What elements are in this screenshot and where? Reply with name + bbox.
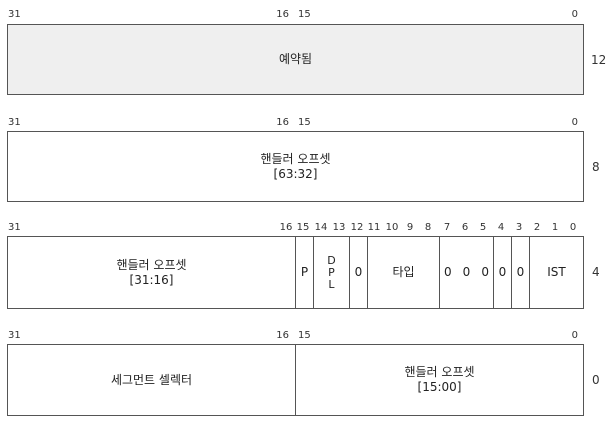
descriptor-dword-0: 세그먼트 셀렉터 핸들러 오프셋 [15:00] <box>7 344 584 416</box>
ist-field: IST <box>529 237 583 308</box>
bit-label-14: 14 <box>315 222 328 234</box>
bit-label-15: 15 <box>298 330 311 342</box>
bit-label-6: 6 <box>462 222 468 234</box>
handler-offset-label: 핸들러 오프셋 <box>116 258 186 273</box>
bit-label-9: 9 <box>407 222 413 234</box>
zero-bit-5: 0 <box>481 265 489 280</box>
handler-offset-63-32-field: 핸들러 오프셋 [63:32] <box>7 131 584 202</box>
descriptor-dword-4: 핸들러 오프셋 [31:16] P D P L 0 타입 0 0 0 0 0 I… <box>7 236 584 309</box>
handler-offset-range: [15:00] <box>404 380 474 395</box>
zero-bit-6: 0 <box>463 265 471 280</box>
bit-label-31: 31 <box>8 222 21 234</box>
bit-label-10: 10 <box>386 222 399 234</box>
bit-label-16: 16 <box>276 330 289 342</box>
bit-label-31: 31 <box>8 117 21 129</box>
dpl-letter-d: D <box>327 255 335 267</box>
bit-label-16: 16 <box>276 9 289 21</box>
bit-label-0: 0 <box>572 9 578 21</box>
byte-offset-0: 0 <box>592 373 600 387</box>
bit-label-2: 2 <box>534 222 540 234</box>
zero-bits-7-5-field: 0 0 0 <box>439 237 493 308</box>
bit-label-16: 16 <box>276 117 289 129</box>
handler-offset-label: 핸들러 오프셋 <box>260 152 330 167</box>
bit-label-31: 31 <box>8 330 21 342</box>
byte-offset-12: 12 <box>591 53 606 67</box>
bit-label-7: 7 <box>444 222 450 234</box>
segment-selector-field: 세그먼트 셀렉터 <box>8 345 295 415</box>
bit-label-1: 1 <box>552 222 558 234</box>
zero-bit-12-field: 0 <box>349 237 367 308</box>
dpl-letter-l: L <box>328 279 334 291</box>
bit-label-0: 0 <box>572 117 578 129</box>
bit-label-16: 16 <box>280 222 293 234</box>
bit-label-5: 5 <box>480 222 486 234</box>
dpl-letter-p: P <box>328 267 335 279</box>
zero-bit-7: 0 <box>444 265 452 280</box>
bit-label-15: 15 <box>298 117 311 129</box>
zero-bit-3-field: 0 <box>511 237 529 308</box>
byte-offset-8: 8 <box>592 160 600 174</box>
handler-offset-range: [31:16] <box>116 273 186 288</box>
handler-offset-range: [63:32] <box>260 167 330 182</box>
handler-offset-label: 핸들러 오프셋 <box>404 365 474 380</box>
handler-offset-15-00-field: 핸들러 오프셋 [15:00] <box>295 345 583 415</box>
zero-bit-4-field: 0 <box>493 237 511 308</box>
bit-label-11: 11 <box>368 222 381 234</box>
bit-label-15: 15 <box>297 222 310 234</box>
reserved-field: 예약됨 <box>7 24 584 95</box>
handler-offset-31-16-field: 핸들러 오프셋 [31:16] <box>8 237 295 308</box>
bit-label-0: 0 <box>570 222 576 234</box>
bit-label-13: 13 <box>333 222 346 234</box>
bit-label-3: 3 <box>516 222 522 234</box>
bit-label-15: 15 <box>298 9 311 21</box>
type-field: 타입 <box>367 237 439 308</box>
bit-label-12: 12 <box>351 222 364 234</box>
bit-label-8: 8 <box>425 222 431 234</box>
bit-label-4: 4 <box>498 222 504 234</box>
byte-offset-4: 4 <box>592 265 600 279</box>
present-bit-field: P <box>295 237 313 308</box>
dpl-field: D P L <box>313 237 349 308</box>
bit-label-0: 0 <box>572 330 578 342</box>
bit-label-31: 31 <box>8 9 21 21</box>
reserved-label: 예약됨 <box>8 25 583 94</box>
